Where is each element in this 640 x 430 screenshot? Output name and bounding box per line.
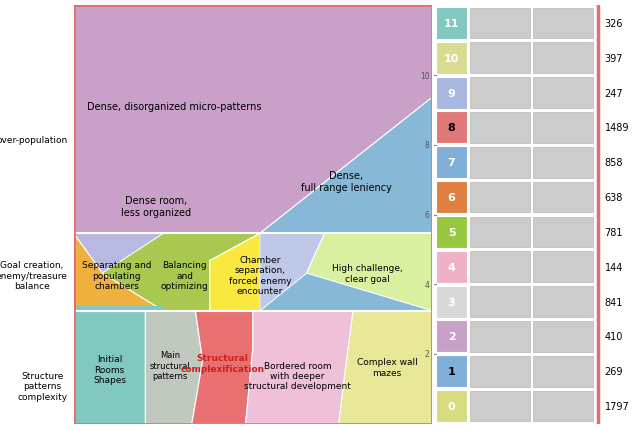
FancyBboxPatch shape <box>470 43 530 74</box>
Polygon shape <box>74 307 163 311</box>
Text: 841: 841 <box>605 297 623 307</box>
FancyBboxPatch shape <box>470 391 530 421</box>
Text: Main
structural
patterns: Main structural patterns <box>150 350 191 380</box>
FancyBboxPatch shape <box>436 390 467 422</box>
FancyBboxPatch shape <box>436 8 467 40</box>
Text: Separating and
populating
chambers: Separating and populating chambers <box>82 261 151 290</box>
Polygon shape <box>260 98 432 311</box>
Text: 10: 10 <box>420 71 429 80</box>
FancyBboxPatch shape <box>533 287 593 317</box>
FancyBboxPatch shape <box>533 391 593 421</box>
Text: Initial
Rooms
Shapes: Initial Rooms Shapes <box>93 354 126 384</box>
FancyBboxPatch shape <box>436 286 467 318</box>
FancyBboxPatch shape <box>436 181 467 214</box>
Text: Structure
patterns
complexity: Structure patterns complexity <box>17 371 68 401</box>
FancyBboxPatch shape <box>533 321 593 352</box>
Text: 10: 10 <box>444 54 460 64</box>
FancyBboxPatch shape <box>74 311 432 424</box>
FancyBboxPatch shape <box>470 252 530 283</box>
Polygon shape <box>339 311 432 424</box>
Text: Dense,
full range leniency: Dense, full range leniency <box>301 171 392 192</box>
FancyBboxPatch shape <box>533 356 593 387</box>
Text: 6: 6 <box>425 211 429 219</box>
Text: 269: 269 <box>605 366 623 376</box>
Text: 8: 8 <box>425 141 429 150</box>
FancyBboxPatch shape <box>533 147 593 178</box>
FancyBboxPatch shape <box>470 287 530 317</box>
Text: 4: 4 <box>425 280 429 289</box>
Text: 397: 397 <box>605 54 623 64</box>
FancyBboxPatch shape <box>436 321 467 353</box>
Text: 8: 8 <box>447 123 456 133</box>
FancyBboxPatch shape <box>470 147 530 178</box>
Text: Dense room,
less organized: Dense room, less organized <box>121 196 191 218</box>
FancyBboxPatch shape <box>470 113 530 143</box>
Text: 9: 9 <box>447 88 456 98</box>
Text: 1: 1 <box>447 366 456 376</box>
Text: Bordered room
with deeper
structural development: Bordered room with deeper structural dev… <box>244 361 351 390</box>
Polygon shape <box>74 311 145 424</box>
Text: High challenge,
clear goal: High challenge, clear goal <box>332 264 403 283</box>
Polygon shape <box>246 311 353 424</box>
FancyBboxPatch shape <box>436 356 467 387</box>
Polygon shape <box>145 311 203 424</box>
Polygon shape <box>210 234 324 311</box>
Text: 781: 781 <box>605 227 623 237</box>
Text: 0: 0 <box>448 401 455 411</box>
FancyBboxPatch shape <box>470 217 530 248</box>
FancyBboxPatch shape <box>533 217 593 248</box>
Text: 1797: 1797 <box>605 401 629 411</box>
Text: 3: 3 <box>448 297 455 307</box>
FancyBboxPatch shape <box>533 113 593 143</box>
Text: 2: 2 <box>447 332 456 342</box>
Polygon shape <box>307 234 432 311</box>
Polygon shape <box>74 234 102 311</box>
Text: Structural
complexification: Structural complexification <box>180 353 264 373</box>
Text: 11: 11 <box>444 19 460 29</box>
Text: 247: 247 <box>605 88 623 98</box>
Text: Goal creation,
enemy/treasure
balance: Goal creation, enemy/treasure balance <box>0 261 68 290</box>
FancyBboxPatch shape <box>533 9 593 39</box>
FancyBboxPatch shape <box>436 147 467 179</box>
Text: 410: 410 <box>605 332 623 342</box>
FancyBboxPatch shape <box>436 43 467 74</box>
Polygon shape <box>102 234 260 311</box>
FancyBboxPatch shape <box>533 182 593 213</box>
Text: Dense, disorganized micro-patterns: Dense, disorganized micro-patterns <box>86 101 261 111</box>
FancyBboxPatch shape <box>533 252 593 283</box>
FancyBboxPatch shape <box>533 78 593 109</box>
FancyBboxPatch shape <box>470 9 530 39</box>
Text: 7: 7 <box>447 158 456 168</box>
FancyBboxPatch shape <box>436 216 467 249</box>
Text: Chamber
separation,
forced enemy
encounter: Chamber separation, forced enemy encount… <box>228 255 291 295</box>
FancyBboxPatch shape <box>74 234 432 311</box>
Text: 144: 144 <box>605 262 623 272</box>
Text: 5: 5 <box>448 227 455 237</box>
Text: 1489: 1489 <box>605 123 629 133</box>
Text: 638: 638 <box>605 193 623 203</box>
FancyBboxPatch shape <box>436 77 467 109</box>
Text: over-population: over-population <box>0 135 68 144</box>
FancyBboxPatch shape <box>470 356 530 387</box>
Polygon shape <box>74 234 163 311</box>
FancyBboxPatch shape <box>470 321 530 352</box>
Text: Balancing
and
optimizing: Balancing and optimizing <box>161 261 209 290</box>
Text: 4: 4 <box>447 262 456 272</box>
Text: 2: 2 <box>425 350 429 359</box>
Polygon shape <box>192 311 253 424</box>
FancyBboxPatch shape <box>533 43 593 74</box>
Text: 326: 326 <box>605 19 623 29</box>
Text: 6: 6 <box>447 193 456 203</box>
Text: Complex wall
mazes: Complex wall mazes <box>357 358 417 377</box>
FancyBboxPatch shape <box>470 78 530 109</box>
Polygon shape <box>74 234 260 311</box>
Text: 858: 858 <box>605 158 623 168</box>
Polygon shape <box>260 234 324 311</box>
FancyBboxPatch shape <box>436 251 467 283</box>
Polygon shape <box>74 6 432 234</box>
FancyBboxPatch shape <box>470 182 530 213</box>
FancyBboxPatch shape <box>436 112 467 144</box>
